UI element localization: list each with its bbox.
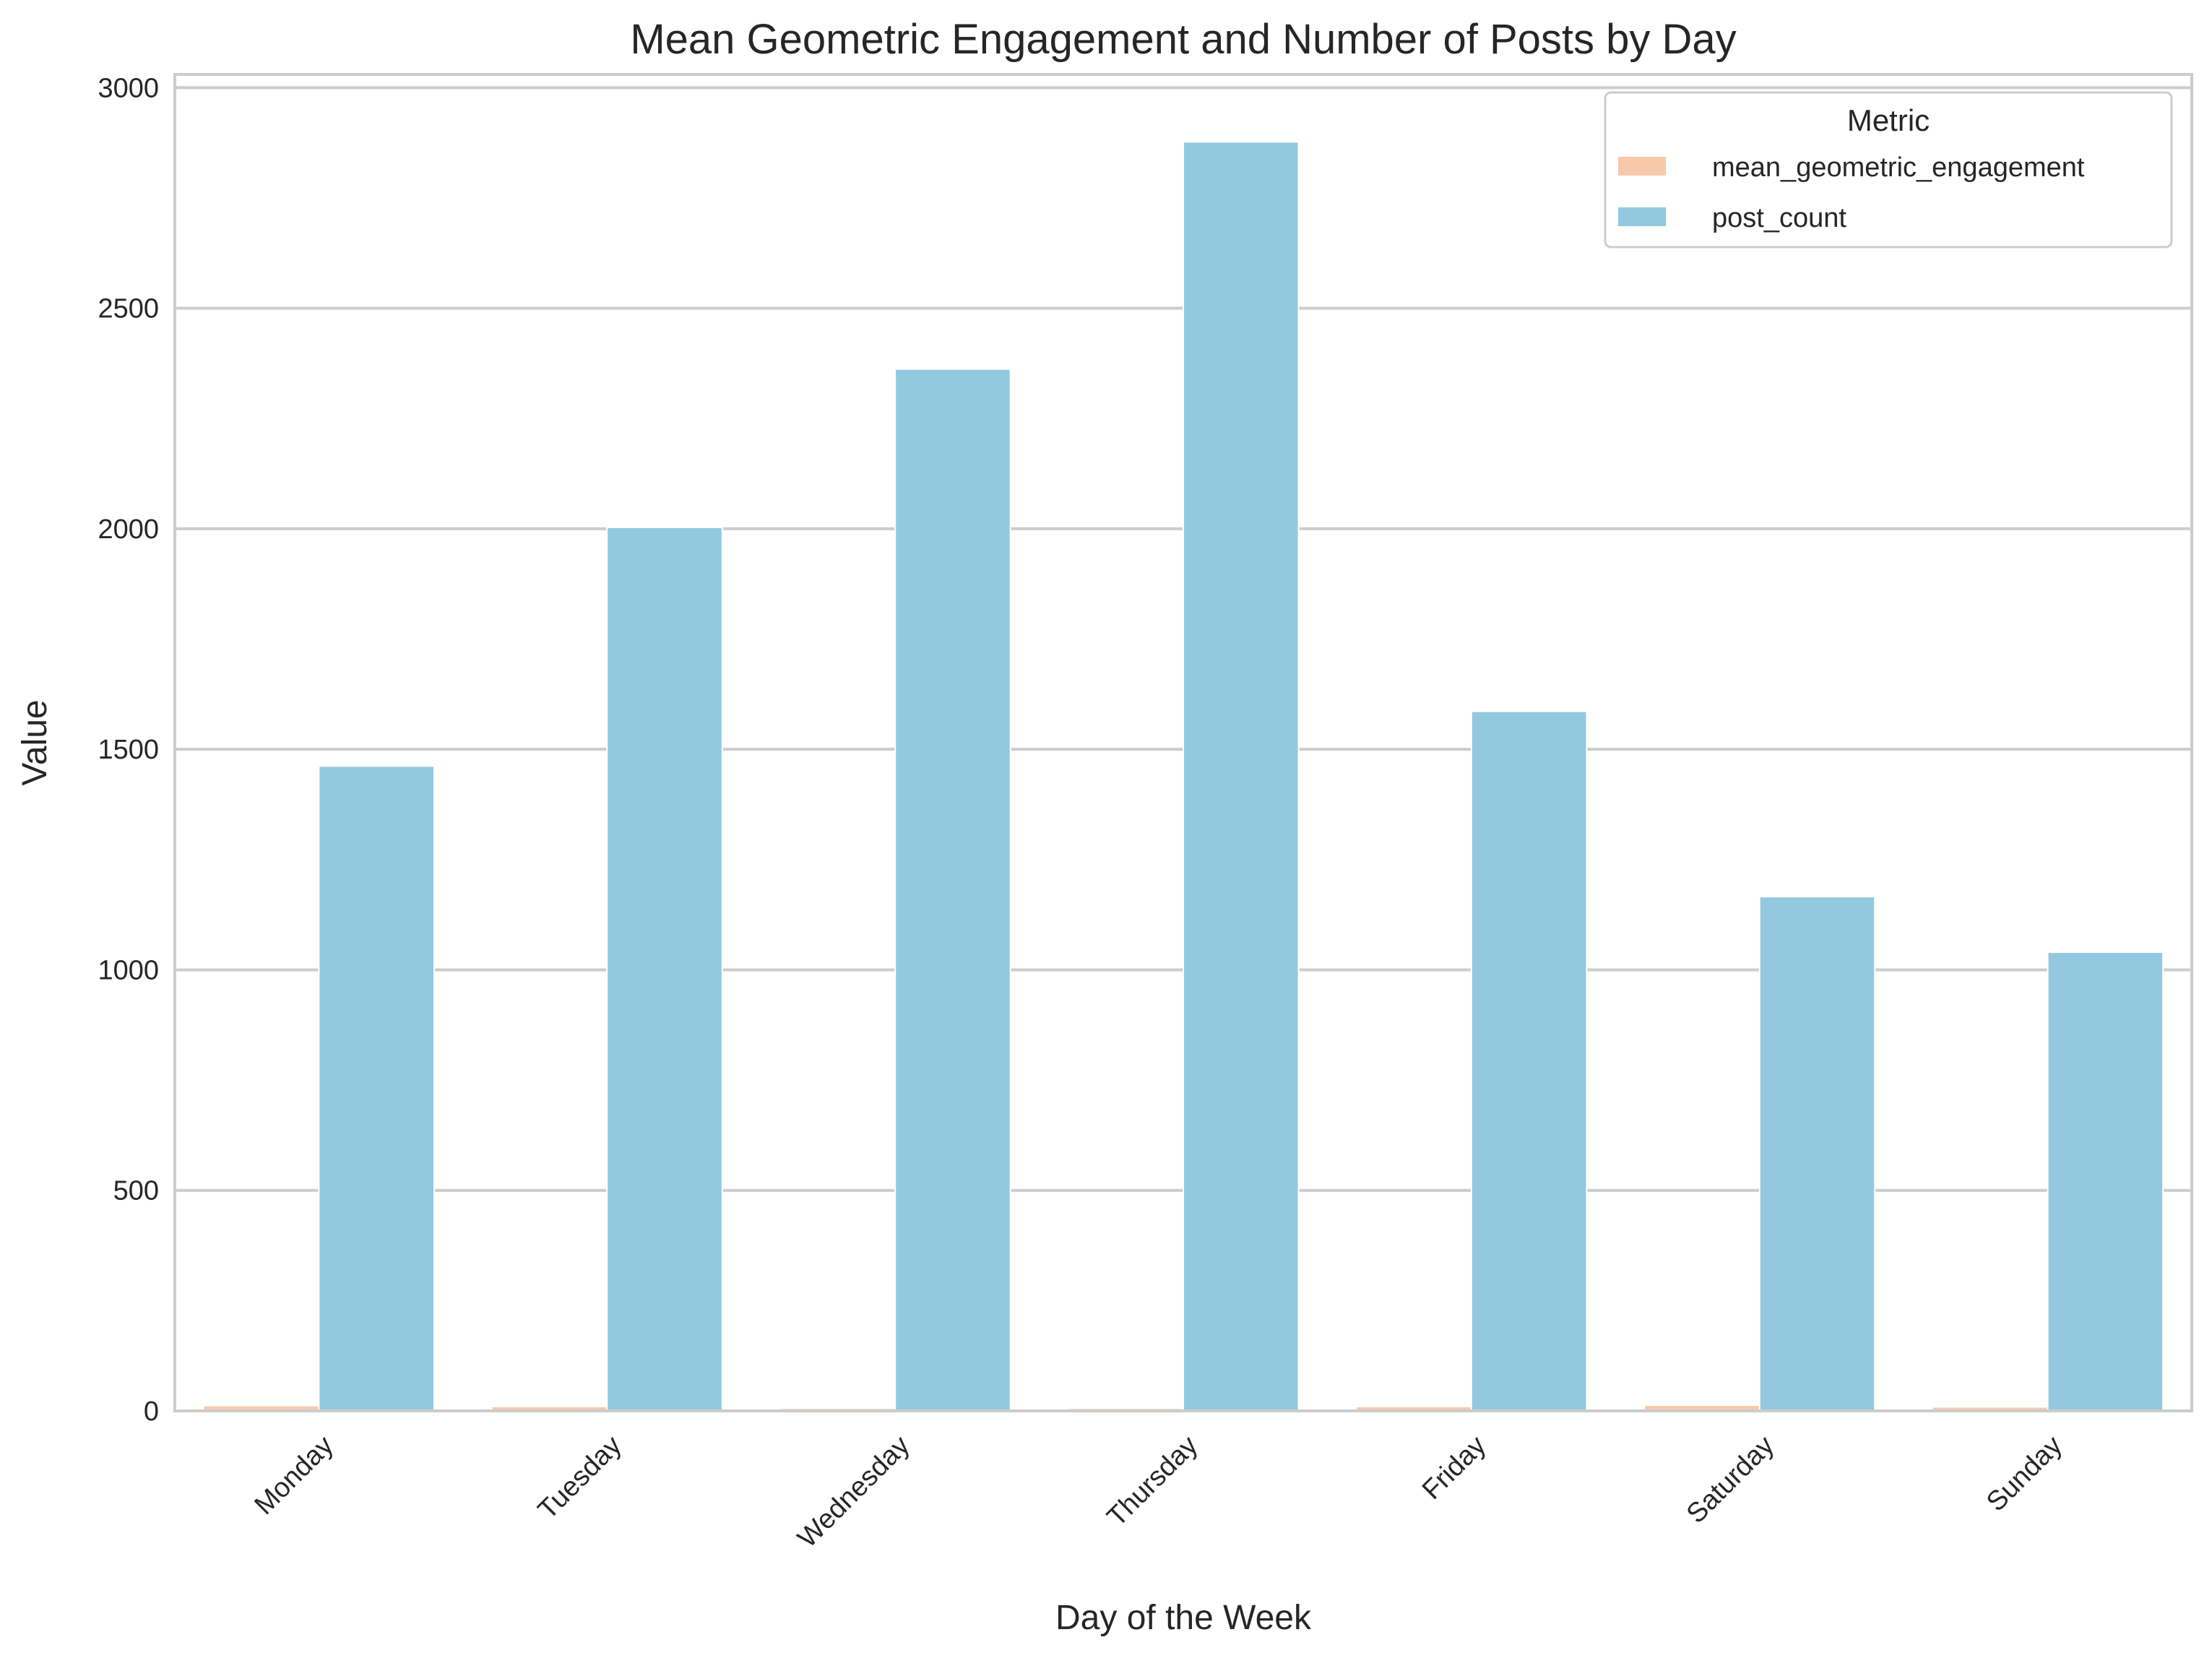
bar-post-count-monday bbox=[318, 765, 435, 1412]
y-tick-label-0: 0 bbox=[144, 1396, 159, 1427]
y-tick-label-500: 500 bbox=[113, 1176, 159, 1206]
y-axis-label: Value bbox=[16, 699, 54, 785]
legend-label-post-count: post_count bbox=[1712, 203, 1846, 233]
legend-title: Metric bbox=[1847, 103, 1930, 137]
y-tick-label-3000: 3000 bbox=[98, 73, 159, 103]
chart-title: Mean Geometric Engagement and Number of … bbox=[630, 16, 1736, 63]
bar-post-count-wednesday bbox=[894, 368, 1011, 1412]
bars bbox=[202, 141, 2164, 1412]
legend-swatch-post-count bbox=[1618, 207, 1666, 226]
bar-post-count-tuesday bbox=[606, 527, 723, 1412]
y-tick-label-2000: 2000 bbox=[98, 514, 159, 545]
x-axis-label: Day of the Week bbox=[1055, 1599, 1312, 1637]
y-tick-labels: 0 500 1000 1500 2000 2500 3000 bbox=[98, 73, 159, 1427]
bar-post-count-friday bbox=[1470, 710, 1588, 1412]
bar-post-count-saturday bbox=[1758, 896, 1876, 1412]
y-tick-label-1000: 1000 bbox=[98, 955, 159, 985]
y-tick-label-1500: 1500 bbox=[98, 735, 159, 765]
bar-post-count-thursday bbox=[1183, 141, 1300, 1412]
bar-post-count-sunday bbox=[2047, 951, 2164, 1412]
legend-box bbox=[1604, 91, 2173, 249]
plot-frame bbox=[173, 73, 2193, 1412]
legend-label-mean-geometric-engagement: mean_geometric_engagement bbox=[1712, 152, 2085, 183]
y-tick-label-2500: 2500 bbox=[98, 294, 159, 324]
legend-swatch-mean-geometric-engagement bbox=[1618, 157, 1666, 176]
legend: Metric mean_geometric_engagement post_co… bbox=[1604, 91, 2173, 249]
